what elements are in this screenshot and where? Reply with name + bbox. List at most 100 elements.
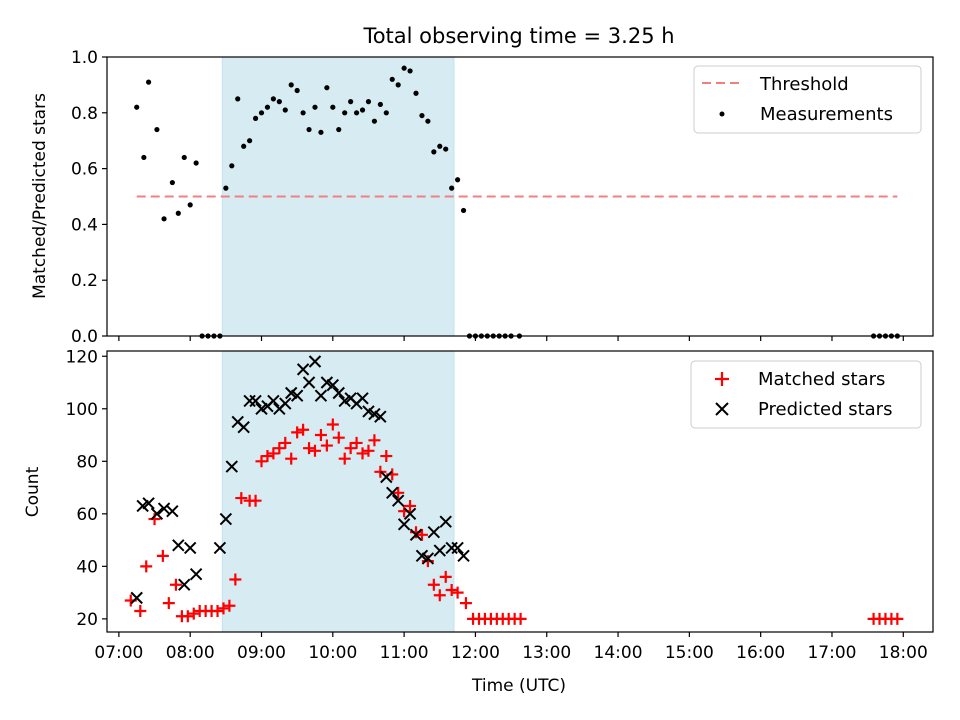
predicted-star-marker	[439, 515, 452, 528]
matched-star-marker	[181, 610, 194, 623]
matched-star-marker	[314, 429, 327, 442]
x-tick-label: 07:00	[94, 643, 143, 663]
legend-predicted-swatch	[715, 402, 729, 416]
matched-star-marker	[162, 597, 175, 610]
ratio-panel-frame	[106, 56, 934, 337]
y-tick-label: 1.0	[71, 48, 98, 68]
count-y-axis: 20 40 60 80 100 120	[66, 347, 107, 630]
measurement-point	[324, 85, 330, 91]
legend-measurements-label: Measurements	[760, 104, 893, 125]
x-tick-label: 15:00	[665, 643, 714, 663]
measurement-point	[336, 126, 342, 133]
predicted-star-marker	[397, 518, 411, 531]
chart-title: Total observing time = 3.25 h	[362, 24, 674, 48]
measurement-point	[187, 202, 193, 208]
predicted-star-marker	[219, 512, 233, 526]
y-tick-label: 120	[66, 347, 98, 367]
predicted-star-marker	[409, 528, 423, 542]
matched-star-marker	[356, 447, 369, 460]
measurement-point	[300, 110, 306, 116]
y-tick-label: 60	[76, 505, 98, 525]
matched-star-marker	[223, 599, 236, 612]
ratio-y-label: Matched/Predicted stars	[30, 93, 50, 299]
matched-star-marker	[350, 436, 363, 449]
predicted-star-marker	[157, 502, 171, 515]
y-tick-label: 20	[76, 610, 98, 630]
matched-star-marker	[433, 589, 446, 602]
measurement-point	[365, 99, 372, 105]
matched-star-marker	[235, 492, 248, 505]
y-tick-label: 0.6	[71, 160, 98, 180]
predicted-star-marker	[427, 525, 441, 539]
measurement-point	[247, 138, 253, 144]
measurement-point	[318, 129, 324, 135]
y-tick-label: 0.4	[71, 215, 98, 235]
measurement-point	[145, 79, 152, 85]
matched-star-marker	[249, 494, 262, 507]
measurement-point	[395, 82, 401, 88]
predicted-star-marker	[386, 486, 399, 500]
matched-star-marker	[273, 442, 286, 455]
x-tick-label: 18:00	[879, 643, 928, 663]
predicted-star-marker	[296, 363, 310, 376]
measurement-point	[193, 160, 199, 166]
matched-star-marker	[297, 423, 310, 436]
matched-star-marker	[415, 528, 428, 541]
legend-threshold-label: Threshold	[759, 74, 849, 95]
measurement-point	[241, 143, 247, 149]
matched-star-marker	[134, 604, 147, 617]
measurement-point	[270, 96, 276, 102]
matched-star-marker	[140, 560, 153, 573]
predicted-star-marker	[290, 389, 304, 402]
measurement-point	[437, 143, 443, 149]
measurement-point	[383, 110, 389, 116]
matched-star-marker	[169, 578, 182, 591]
matched-star-marker	[451, 586, 464, 599]
predicted-star-marker	[403, 507, 417, 521]
x-tick-label: 10:00	[308, 643, 357, 663]
matched-star-marker	[338, 452, 351, 465]
measurement-point	[154, 126, 160, 133]
measurement-point	[169, 179, 175, 186]
matched-star-marker	[211, 604, 224, 617]
matched-star-marker	[308, 444, 321, 457]
predicted-star-marker	[225, 460, 238, 473]
measurement-point	[330, 104, 336, 110]
count-legend: Matched stars Predicted stars	[690, 360, 922, 429]
predicted-star-marker	[249, 394, 262, 408]
predicted-star-marker	[267, 394, 280, 408]
measurement-point	[229, 163, 235, 169]
predicted-star-marker	[380, 470, 393, 484]
predicted-star-marker	[172, 539, 185, 552]
measurement-point	[235, 96, 241, 102]
measurement-point	[419, 112, 425, 119]
predicted-star-marker	[391, 494, 405, 507]
predicted-star-marker	[356, 392, 369, 405]
measurement-point	[141, 154, 147, 161]
count-panel: 20 40 60 80 100 120 07:00 08:00 09:00 10:00 11:00…	[23, 347, 934, 696]
matched-star-marker	[303, 442, 316, 455]
count-panel-frame	[106, 350, 934, 633]
measurement-point	[134, 104, 140, 110]
measurement-point	[306, 126, 312, 133]
matched-star-marker	[459, 597, 472, 610]
matched-star-marker	[291, 426, 304, 439]
matched-star-marker	[445, 583, 458, 596]
predicted-star-marker	[213, 541, 227, 555]
predicted-star-marker	[457, 549, 470, 563]
y-tick-label: 0.0	[71, 327, 98, 347]
predicted-star-marker	[279, 397, 292, 410]
count-x-axis: 07:00 08:00 09:00 10:00 11:00 12:00 13:00 14:00…	[94, 632, 928, 663]
matched-star-marker	[891, 612, 904, 625]
measurement-point	[252, 115, 259, 121]
ratio-legend: Threshold Measurements	[693, 65, 922, 134]
measurement-point	[181, 154, 187, 161]
measurement-point	[443, 146, 449, 152]
predicted-star-marker	[332, 386, 345, 400]
ratio-y-axis: 0.0 0.2 0.4 0.6 0.8 1.0	[71, 48, 107, 347]
measurement-point	[276, 99, 282, 105]
x-tick-label: 12:00	[451, 643, 500, 663]
y-tick-label: 100	[66, 400, 98, 420]
measurement-point	[449, 185, 455, 191]
